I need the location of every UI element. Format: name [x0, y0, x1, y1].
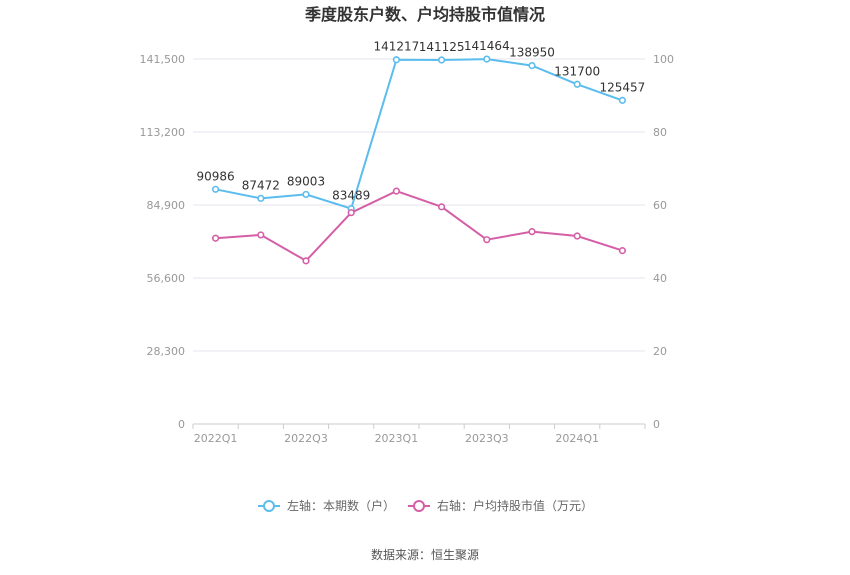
legend-label: 右轴：户均持股市值（万元）	[437, 498, 593, 513]
grid	[193, 58, 645, 425]
data-point[interactable]	[483, 55, 491, 63]
data-point[interactable]	[257, 231, 265, 239]
data-point[interactable]	[573, 80, 581, 88]
right-tick-label: 100	[653, 53, 674, 66]
data-point[interactable]	[392, 187, 401, 195]
right-axis: 0 20 40 60 80 100	[653, 53, 674, 431]
left-tick-label: 84,900	[147, 199, 186, 212]
left-axis: 0 28,300 56,600 84,900 113,200 141,500	[140, 53, 186, 431]
data-point[interactable]	[528, 61, 536, 70]
legend-swatch-marker	[413, 500, 425, 512]
data-label: 89003	[287, 174, 325, 188]
data-point[interactable]	[618, 96, 627, 104]
data-point[interactable]	[212, 185, 220, 193]
left-tick-label: 56,600	[147, 272, 186, 285]
data-point[interactable]	[618, 247, 627, 255]
left-tick-label: 28,300	[147, 345, 186, 358]
data-point[interactable]	[573, 232, 581, 240]
data-label: 125457	[599, 80, 645, 94]
data-point[interactable]	[347, 209, 355, 217]
data-point[interactable]	[438, 56, 446, 64]
data-label: 87472	[242, 178, 280, 192]
data-label: 131700	[554, 64, 600, 78]
data-point[interactable]	[438, 203, 446, 211]
chart-title: 季度股东户数、户均持股市值情况	[304, 5, 545, 24]
x-tick-label: 2023Q1	[375, 432, 419, 445]
data-label: 141217	[373, 40, 419, 54]
right-tick-label: 40	[653, 272, 667, 285]
data-point[interactable]	[302, 190, 310, 199]
left-tick-label: 113,200	[140, 126, 186, 139]
data-point[interactable]	[257, 194, 265, 202]
series-right	[212, 187, 627, 265]
x-tick-label: 2022Q1	[194, 432, 238, 445]
data-point[interactable]	[302, 257, 310, 265]
series-line	[215, 190, 623, 263]
data-point[interactable]	[528, 228, 536, 236]
data-point[interactable]	[483, 236, 491, 244]
data-point[interactable]	[212, 234, 220, 242]
data-label: 83489	[332, 189, 370, 203]
x-tick-label: 2023Q3	[465, 432, 509, 445]
source-note: 数据来源：恒生聚源	[371, 547, 479, 562]
left-tick-label: 0	[178, 418, 185, 431]
data-label: 141464	[464, 39, 510, 53]
legend-swatch-marker	[263, 500, 275, 512]
legend-label: 左轴：本期数（户）	[287, 498, 395, 513]
right-tick-label: 60	[653, 199, 667, 212]
data-label: 90986	[197, 169, 235, 183]
right-tick-label: 0	[653, 418, 660, 431]
x-tick-label: 2024Q1	[555, 432, 599, 445]
series-line	[215, 58, 623, 210]
legend-item[interactable]: 左轴：本期数（户）	[258, 498, 395, 513]
left-tick-label: 141,500	[140, 53, 186, 66]
legend[interactable]: 左轴：本期数（户） 右轴：户均持股市值（万元）	[258, 498, 593, 513]
right-tick-label: 20	[653, 345, 667, 358]
legend-item[interactable]: 右轴：户均持股市值（万元）	[408, 498, 593, 513]
data-label: 141125	[419, 40, 465, 54]
right-tick-label: 80	[653, 126, 667, 139]
data-point[interactable]	[392, 56, 401, 64]
x-axis: 2022Q1 2022Q3 2023Q1 2023Q3 2024Q1	[192, 424, 646, 445]
data-label: 138950	[509, 46, 555, 60]
x-tick-label: 2022Q3	[284, 432, 328, 445]
